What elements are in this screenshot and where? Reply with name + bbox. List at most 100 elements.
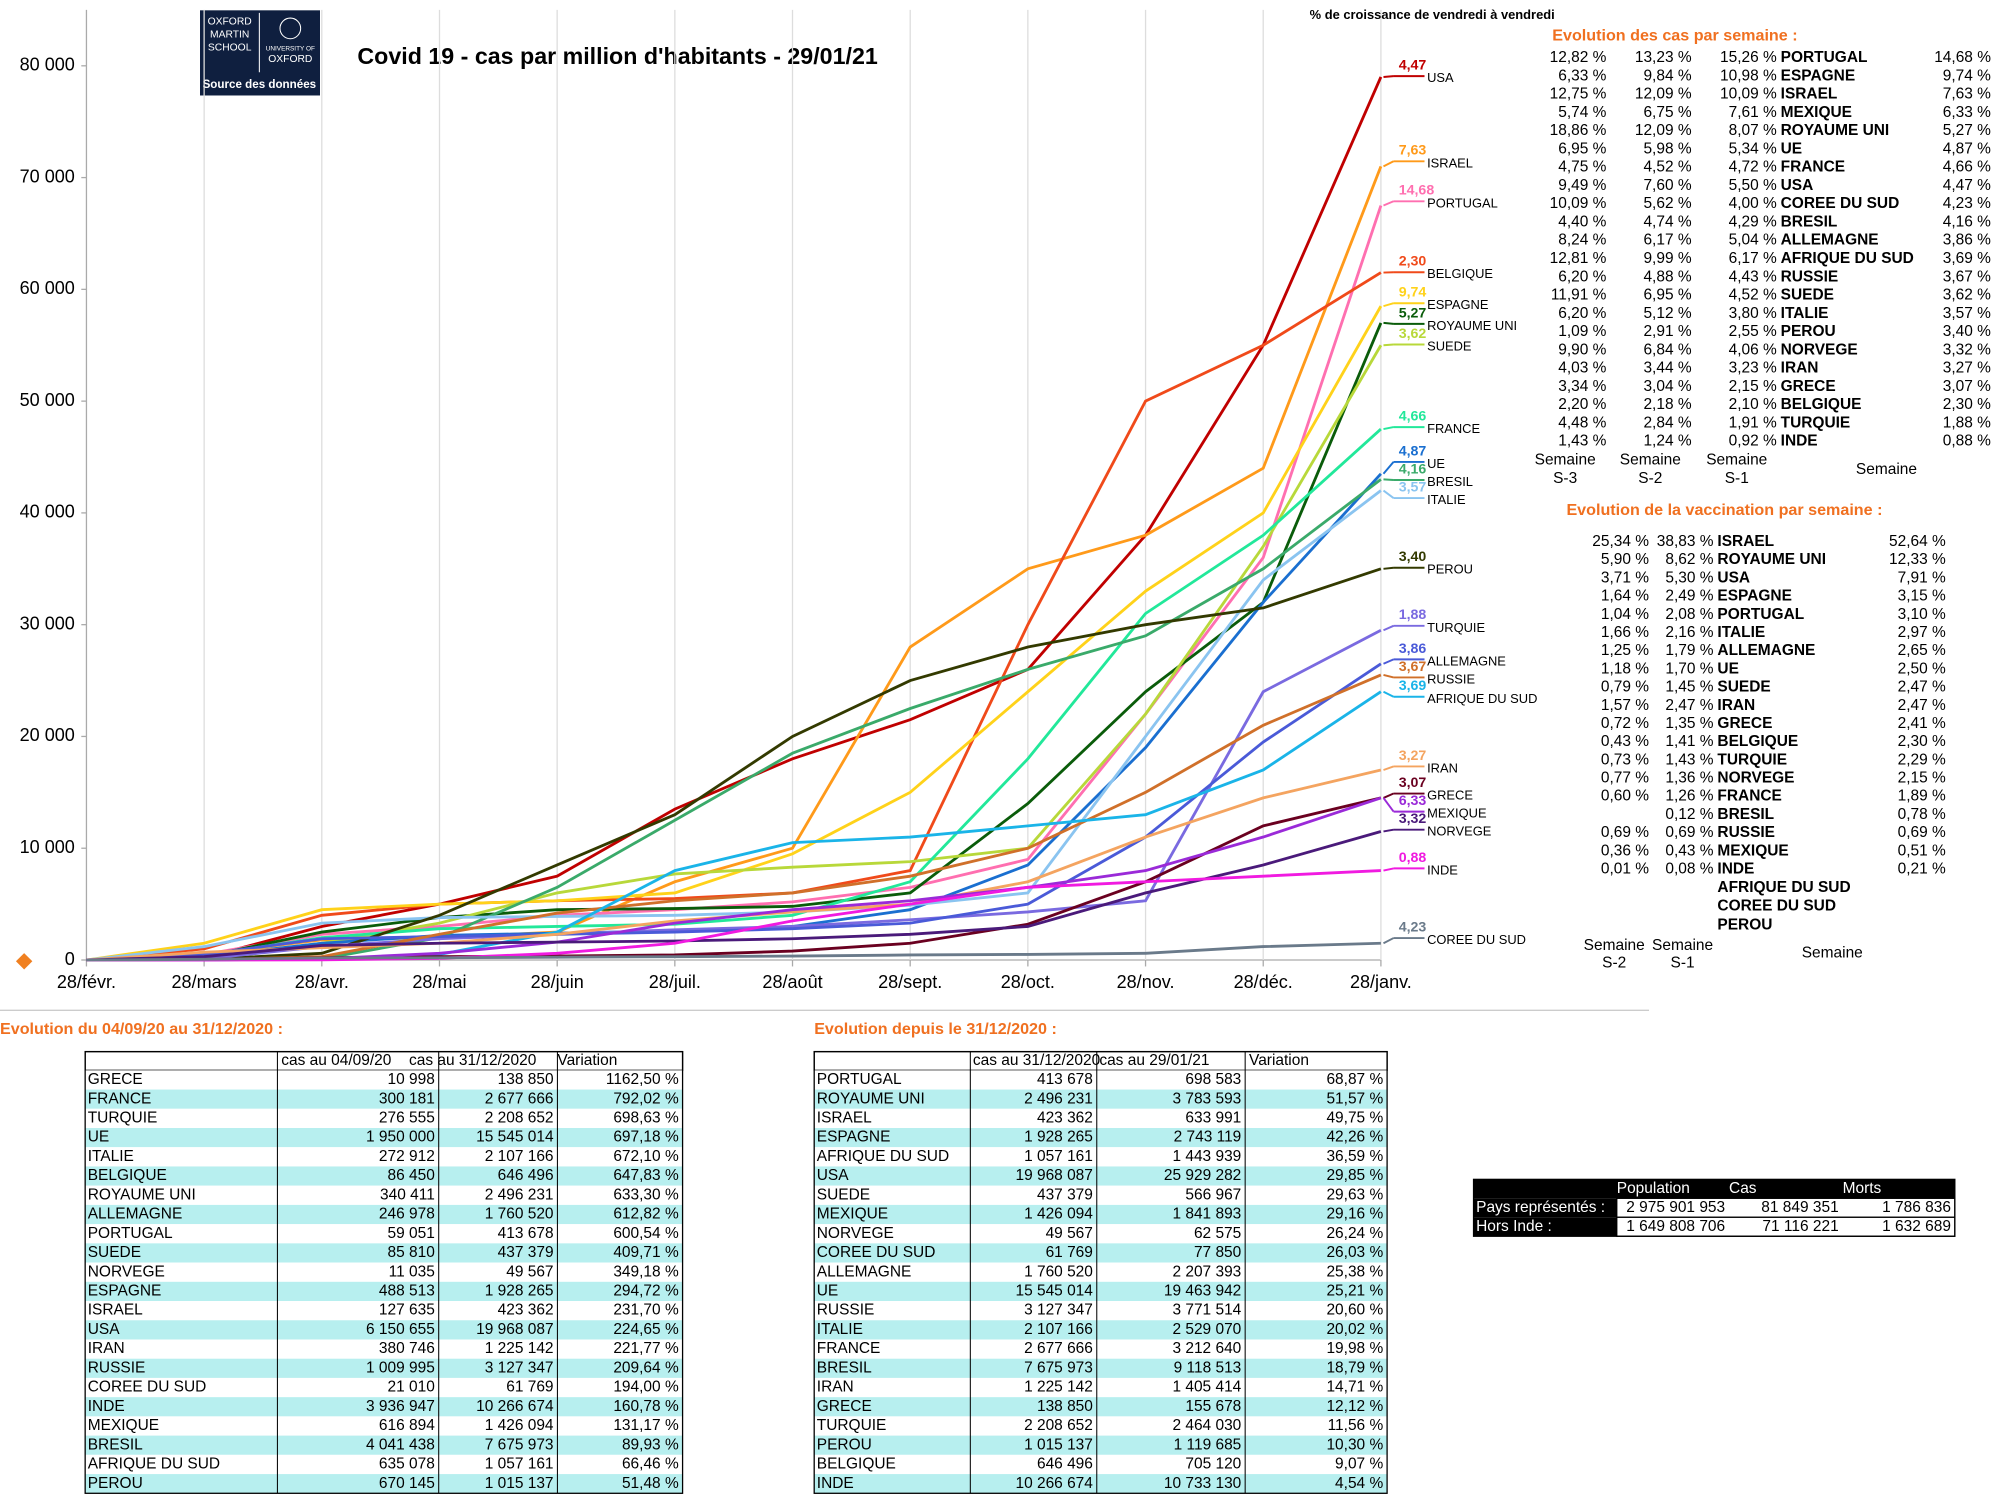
growth-label: 4,47 xyxy=(1399,58,1427,74)
series-line xyxy=(86,76,1383,962)
cell: 25,34 % xyxy=(1592,533,1649,550)
series-line xyxy=(86,205,1383,962)
cell: 5,98 % xyxy=(1643,140,1691,157)
column-header: S-2 xyxy=(1638,470,1662,487)
cell: 6,95 % xyxy=(1558,140,1606,157)
cell: 0,92 % xyxy=(1729,433,1777,450)
country: PEROU xyxy=(1781,323,1836,340)
cell: 6,33 % xyxy=(1558,67,1606,84)
cell: 61 769 xyxy=(506,1379,553,1396)
cell: 0,69 % xyxy=(1601,824,1649,841)
cell: 1,36 % xyxy=(1665,770,1713,787)
cell: 600,54 % xyxy=(613,1225,679,1242)
cell: 38,83 % xyxy=(1657,533,1714,550)
table-row xyxy=(85,1166,683,1186)
cell: 2,29 % xyxy=(1898,751,1946,768)
cell: 4,03 % xyxy=(1558,360,1606,377)
cell: 294,72 % xyxy=(613,1283,679,1300)
cell: 10,98 % xyxy=(1720,67,1777,84)
growth-label: 3,69 xyxy=(1399,678,1427,694)
cell: 2,65 % xyxy=(1898,642,1946,659)
cell: 3,67 % xyxy=(1943,268,1991,285)
growth-label: 3,86 xyxy=(1399,641,1427,657)
table-row xyxy=(814,1454,1388,1475)
cell: 25,38 % xyxy=(1326,1263,1383,1280)
cell: 4,23 % xyxy=(1943,195,1991,212)
table-title: Evolution du 04/09/20 au 31/12/2020 : xyxy=(0,1020,283,1038)
cell: 4,47 % xyxy=(1943,177,1991,194)
cell: 1 928 265 xyxy=(485,1283,554,1300)
column-header: Morts xyxy=(1843,1180,1882,1197)
cell: 2,41 % xyxy=(1898,715,1946,732)
note: % de croissance de vendredi à vendredi xyxy=(1310,7,1555,22)
cell: 5,90 % xyxy=(1601,551,1649,568)
country: COREE DU SUD xyxy=(1717,898,1836,915)
table-row xyxy=(814,1108,1388,1128)
country: BRESIL xyxy=(1717,806,1774,823)
cell: 0,78 % xyxy=(1898,806,1946,823)
x-tick-label: 28/févr. xyxy=(57,972,116,992)
cell: 646 496 xyxy=(498,1167,554,1184)
cell: 14,68 % xyxy=(1934,49,1991,66)
cell: 6,17 % xyxy=(1729,250,1777,267)
row-name: UE xyxy=(88,1129,110,1146)
cell: 3,86 % xyxy=(1943,232,1991,249)
row-name: IRAN xyxy=(88,1340,125,1357)
country: NORVEGE xyxy=(1717,770,1794,787)
cell: 9,07 % xyxy=(1335,1456,1383,1473)
legend-label: AFRIQUE DU SUD xyxy=(1427,691,1537,706)
leader-line xyxy=(1383,75,1394,78)
country: SUEDE xyxy=(1781,287,1834,304)
cell: 2 496 231 xyxy=(485,1186,554,1203)
cell: 2,55 % xyxy=(1729,323,1777,340)
country: FRANCE xyxy=(1717,788,1781,805)
x-tick-label: 28/août xyxy=(762,972,822,992)
cell: 1 950 000 xyxy=(366,1129,435,1146)
legend-label: ISRAEL xyxy=(1427,155,1473,170)
table-row xyxy=(814,1089,1388,1109)
cell: 1 649 808 706 xyxy=(1626,1218,1725,1235)
cell: 71 116 221 xyxy=(1762,1218,1838,1235)
cell: 0,69 % xyxy=(1665,824,1713,841)
cell: 59 051 xyxy=(388,1225,435,1242)
cell: 4,43 % xyxy=(1729,268,1777,285)
table-row xyxy=(85,1281,683,1302)
column-header: Semaine xyxy=(1856,461,1917,478)
chart-title: Covid 19 - cas par million d'habitants -… xyxy=(357,43,877,69)
country: GRECE xyxy=(1717,715,1772,732)
row-name: FRANCE xyxy=(817,1340,881,1357)
row-name: Pays représentés : xyxy=(1476,1199,1605,1216)
cell: 413 678 xyxy=(1037,1071,1093,1088)
growth-label: 14,68 xyxy=(1399,183,1435,199)
cell: 488 513 xyxy=(379,1283,435,1300)
cell: 0,43 % xyxy=(1665,842,1713,859)
cell: 4,74 % xyxy=(1643,213,1691,230)
cell: 5,30 % xyxy=(1665,569,1713,586)
leader-line xyxy=(1383,828,1394,833)
cell: 52,64 % xyxy=(1889,533,1946,550)
cell: 7,61 % xyxy=(1729,104,1777,121)
cell: 77 850 xyxy=(1194,1244,1241,1261)
series-line xyxy=(86,478,1382,962)
cell: 0,72 % xyxy=(1601,715,1649,732)
row-name: IRAN xyxy=(817,1379,854,1396)
cell: 0,88 % xyxy=(1943,433,1991,450)
cell: 3,10 % xyxy=(1898,606,1946,623)
table-row xyxy=(85,1224,683,1244)
row-name: BELGIQUE xyxy=(88,1167,167,1184)
cell: 12,75 % xyxy=(1550,86,1607,103)
y-tick-label: 20 000 xyxy=(20,725,75,745)
table-title: Evolution des cas par semaine : xyxy=(1552,26,1797,44)
country: USA xyxy=(1717,569,1750,586)
cell: 86 450 xyxy=(388,1167,435,1184)
x-tick-label: 28/mars xyxy=(172,972,237,992)
table-row xyxy=(814,1128,1388,1148)
series-line xyxy=(86,344,1383,962)
country: ISRAEL xyxy=(1717,533,1774,550)
cell: 221,77 % xyxy=(613,1340,679,1357)
table-row xyxy=(85,1358,683,1378)
table-row xyxy=(814,1281,1388,1302)
growth-label: 3,62 xyxy=(1399,326,1427,342)
cell: 635 078 xyxy=(379,1456,435,1473)
cell: 2 208 652 xyxy=(1024,1417,1093,1434)
